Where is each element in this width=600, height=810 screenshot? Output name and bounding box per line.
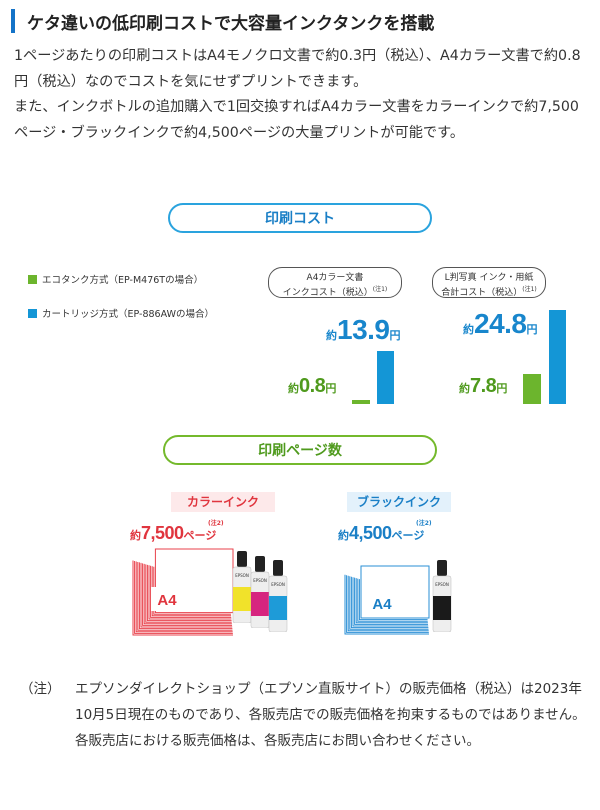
- chart2-note: (注1): [522, 286, 537, 293]
- cyan-ink-bottle-icon: EPSON: [268, 560, 288, 632]
- black-ink-bottle-icon: EPSON: [432, 560, 452, 632]
- footnote-text: エプソンダイレクトショップ（エプソン直販サイト）の販売価格（税込）は2023年1…: [75, 681, 586, 749]
- color-ink-pages: 約7,500ページ (注2): [130, 520, 224, 543]
- svg-text:EPSON: EPSON: [235, 573, 249, 578]
- section-heading: ケタ違いの低印刷コストで大容量インクタンクを搭載: [11, 6, 591, 36]
- svg-text:EPSON: EPSON: [271, 582, 285, 587]
- chart1-value-eco: 約0.8円: [288, 375, 337, 397]
- chart2-title-line2: 合計コスト（税込）(注1): [441, 286, 537, 298]
- chart1-bar-cartridge: [377, 351, 394, 404]
- chart2-value-cartridge: 約24.8円: [463, 308, 538, 339]
- black-paper-stack-icon: A4: [344, 565, 430, 635]
- magenta-ink-bottle-icon: EPSON: [250, 556, 270, 628]
- color-ink-note: (注2): [208, 520, 224, 527]
- legend-eco-label: エコタンク方式（EP-M476Tの場合）: [42, 275, 204, 286]
- chart2-title-line1: L判写真 インク・用紙: [444, 273, 534, 283]
- color-ink-tag: カラーインク: [171, 492, 275, 512]
- legend-eco: エコタンク方式（EP-M476Tの場合）: [28, 272, 203, 286]
- chart2-bar-cartridge: [549, 310, 566, 404]
- chart1-value-cartridge: 約13.9円: [326, 314, 401, 345]
- intro-paragraph-2: また、インクボトルの追加購入で1回交換すればA4カラー文書をカラーインクで約7,…: [14, 99, 579, 141]
- black-ink-note: (注2): [416, 520, 432, 527]
- color-paper-stack-icon: A4: [132, 548, 234, 636]
- black-paper-label: A4: [372, 596, 392, 613]
- chart2-title-box: L判写真 インク・用紙 合計コスト（税込）(注1): [432, 267, 546, 298]
- chart1-bar-eco: [352, 400, 370, 404]
- chart2-value-eco: 約7.8円: [459, 375, 508, 397]
- black-ink-pages: 約4,500ページ (注2): [338, 520, 432, 543]
- chart1-title-line2: インクコスト（税込）(注1): [282, 286, 388, 298]
- chart1-title-box: A4カラー文書 インクコスト（税込）(注1): [268, 267, 402, 298]
- chart1-title-line1: A4カラー文書: [306, 273, 364, 283]
- heading-title: ケタ違いの低印刷コストで大容量インクタンクを搭載: [27, 14, 435, 34]
- yellow-ink-bottle-icon: EPSON: [232, 551, 252, 623]
- legend-cartridge-label: カートリッジ方式（EP-886AWの場合）: [42, 309, 214, 320]
- legend-cartridge: カートリッジ方式（EP-886AWの場合）: [28, 306, 214, 320]
- pages-section-title: 印刷ページ数: [163, 435, 437, 465]
- chart2-bar-eco: [523, 374, 541, 404]
- footnote-label: （注）: [20, 681, 61, 697]
- svg-text:EPSON: EPSON: [435, 582, 449, 587]
- cost-section-title: 印刷コスト: [168, 203, 432, 233]
- color-paper-label: A4: [157, 592, 177, 609]
- intro-paragraph-1: 1ページあたりの印刷コストはA4モノクロ文書で約0.3円（税込）、A4カラー文書…: [14, 48, 581, 90]
- heading-accent-bar: [11, 9, 15, 33]
- svg-text:EPSON: EPSON: [253, 578, 267, 583]
- black-ink-tag: ブラックインク: [347, 492, 451, 512]
- legend-cartridge-swatch: [28, 309, 37, 318]
- chart1-note: (注1): [372, 286, 388, 293]
- intro-text: 1ページあたりの印刷コストはA4モノクロ文書で約0.3円（税込）、A4カラー文書…: [14, 44, 586, 146]
- legend-eco-swatch: [28, 275, 37, 284]
